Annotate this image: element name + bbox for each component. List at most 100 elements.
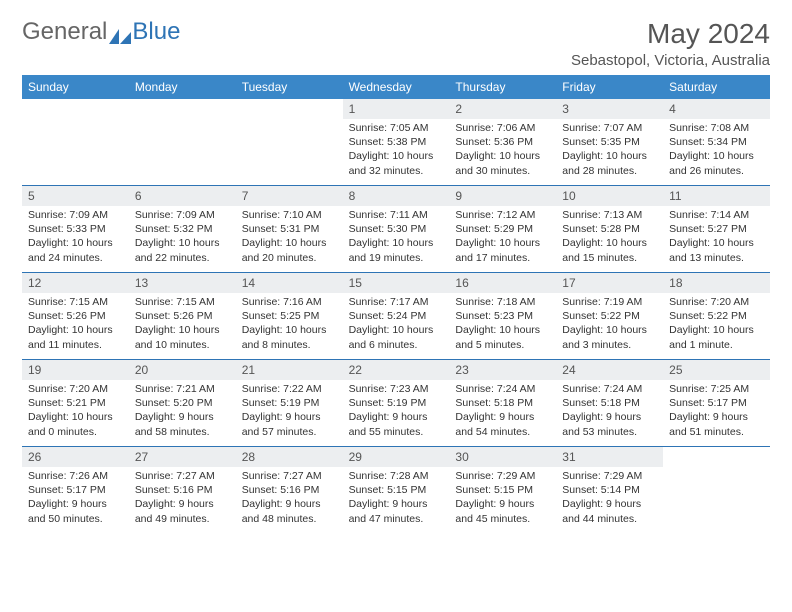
sunrise-text: Sunrise: 7:28 AM: [349, 469, 444, 483]
day-number: 16: [449, 273, 556, 293]
sunrise-text: Sunrise: 7:06 AM: [455, 121, 550, 135]
daylight-text-2: and 5 minutes.: [455, 338, 550, 352]
day-body: Sunrise: 7:17 AMSunset: 5:24 PMDaylight:…: [343, 293, 450, 352]
daylight-text-2: and 8 minutes.: [242, 338, 337, 352]
day-number: 28: [236, 447, 343, 467]
day-body: Sunrise: 7:29 AMSunset: 5:15 PMDaylight:…: [449, 467, 556, 526]
sunset-text: Sunset: 5:18 PM: [562, 396, 657, 410]
daylight-text-2: and 48 minutes.: [242, 512, 337, 526]
week-row: 19Sunrise: 7:20 AMSunset: 5:21 PMDayligh…: [22, 360, 770, 447]
sunset-text: Sunset: 5:16 PM: [135, 483, 230, 497]
day-number: 14: [236, 273, 343, 293]
sunset-text: Sunset: 5:36 PM: [455, 135, 550, 149]
daylight-text-1: Daylight: 10 hours: [455, 323, 550, 337]
daylight-text-1: Daylight: 10 hours: [135, 236, 230, 250]
header: General Blue May 2024 Sebastopol, Victor…: [22, 18, 770, 69]
day-number: 10: [556, 186, 663, 206]
sunset-text: Sunset: 5:15 PM: [455, 483, 550, 497]
day-body: Sunrise: 7:08 AMSunset: 5:34 PMDaylight:…: [663, 119, 770, 178]
day-cell: 27 Sunrise: 7:27 AMSunset: 5:16 PMDayligh…: [129, 447, 236, 533]
day-cell: 28Sunrise: 7:27 AMSunset: 5:16 PMDayligh…: [236, 447, 343, 533]
daylight-text-1: Daylight: 9 hours: [135, 497, 230, 511]
logo: General Blue: [22, 18, 180, 46]
day-number: 5: [22, 186, 129, 206]
daylight-text-1: Daylight: 10 hours: [242, 323, 337, 337]
sunrise-text: Sunrise: 7:24 AM: [562, 382, 657, 396]
day-number: 20: [129, 360, 236, 380]
day-cell: [22, 99, 129, 185]
day-number: 29: [343, 447, 450, 467]
day-body: Sunrise: 7:24 AMSunset: 5:18 PMDaylight:…: [449, 380, 556, 439]
daylight-text-2: and 54 minutes.: [455, 425, 550, 439]
day-body: Sunrise: 7:07 AMSunset: 5:35 PMDaylight:…: [556, 119, 663, 178]
day-number: 18: [663, 273, 770, 293]
day-cell: 30Sunrise: 7:29 AMSunset: 5:15 PMDayligh…: [449, 447, 556, 533]
sunset-text: Sunset: 5:38 PM: [349, 135, 444, 149]
sunrise-text: Sunrise: 7:07 AM: [562, 121, 657, 135]
daylight-text-2: and 10 minutes.: [135, 338, 230, 352]
day-body: Sunrise: 7:26 AMSunset: 5:17 PMDaylight:…: [22, 467, 129, 526]
daylight-text-1: Daylight: 10 hours: [28, 323, 123, 337]
weekday-header-row: SundayMondayTuesdayWednesdayThursdayFrid…: [22, 75, 770, 99]
sunrise-text: Sunrise: 7:11 AM: [349, 208, 444, 222]
daylight-text-1: Daylight: 9 hours: [669, 410, 764, 424]
title-block: May 2024 Sebastopol, Victoria, Australia: [571, 18, 770, 69]
day-number: 27: [129, 447, 236, 467]
day-body: Sunrise: 7:28 AMSunset: 5:15 PMDaylight:…: [343, 467, 450, 526]
day-cell: 29Sunrise: 7:28 AMSunset: 5:15 PMDayligh…: [343, 447, 450, 533]
daylight-text-1: Daylight: 10 hours: [242, 236, 337, 250]
daylight-text-2: and 22 minutes.: [135, 251, 230, 265]
weekday-header: Tuesday: [236, 75, 343, 99]
day-cell: 24Sunrise: 7:24 AMSunset: 5:18 PMDayligh…: [556, 360, 663, 446]
logo-sail-icon: [109, 24, 131, 40]
day-cell: 4Sunrise: 7:08 AMSunset: 5:34 PMDaylight…: [663, 99, 770, 185]
day-body: Sunrise: 7:13 AMSunset: 5:28 PMDaylight:…: [556, 206, 663, 265]
daylight-text-2: and 19 minutes.: [349, 251, 444, 265]
day-cell: 5Sunrise: 7:09 AMSunset: 5:33 PMDaylight…: [22, 186, 129, 272]
day-number: 4: [663, 99, 770, 119]
daylight-text-1: Daylight: 10 hours: [349, 149, 444, 163]
day-cell: 21Sunrise: 7:22 AMSunset: 5:19 PMDayligh…: [236, 360, 343, 446]
day-cell: 18Sunrise: 7:20 AMSunset: 5:22 PMDayligh…: [663, 273, 770, 359]
day-cell: 22Sunrise: 7:23 AMSunset: 5:19 PMDayligh…: [343, 360, 450, 446]
day-cell: 10Sunrise: 7:13 AMSunset: 5:28 PMDayligh…: [556, 186, 663, 272]
daylight-text-1: Daylight: 9 hours: [349, 410, 444, 424]
sunrise-text: Sunrise: 7:10 AM: [242, 208, 337, 222]
daylight-text-1: Daylight: 9 hours: [135, 410, 230, 424]
sunrise-text: Sunrise: 7:29 AM: [562, 469, 657, 483]
daylight-text-2: and 51 minutes.: [669, 425, 764, 439]
month-title: May 2024: [571, 18, 770, 50]
daylight-text-1: Daylight: 10 hours: [349, 323, 444, 337]
sunset-text: Sunset: 5:24 PM: [349, 309, 444, 323]
day-number: 1: [343, 99, 450, 119]
day-body: Sunrise: 7:15 AMSunset: 5:26 PMDaylight:…: [22, 293, 129, 352]
day-body: Sunrise: 7:12 AMSunset: 5:29 PMDaylight:…: [449, 206, 556, 265]
logo-text-blue: Blue: [132, 18, 180, 46]
sunrise-text: Sunrise: 7:27 AM: [135, 469, 230, 483]
day-number: 12: [22, 273, 129, 293]
day-cell: 8Sunrise: 7:11 AMSunset: 5:30 PMDaylight…: [343, 186, 450, 272]
sunrise-text: Sunrise: 7:25 AM: [669, 382, 764, 396]
day-body: Sunrise: 7:29 AMSunset: 5:14 PMDaylight:…: [556, 467, 663, 526]
sunset-text: Sunset: 5:19 PM: [242, 396, 337, 410]
day-number: [22, 99, 129, 105]
sunset-text: Sunset: 5:23 PM: [455, 309, 550, 323]
daylight-text-2: and 44 minutes.: [562, 512, 657, 526]
day-body: Sunrise: 7:10 AMSunset: 5:31 PMDaylight:…: [236, 206, 343, 265]
daylight-text-2: and 45 minutes.: [455, 512, 550, 526]
daylight-text-2: and 55 minutes.: [349, 425, 444, 439]
day-number: 15: [343, 273, 450, 293]
day-body: Sunrise: 7:22 AMSunset: 5:19 PMDaylight:…: [236, 380, 343, 439]
day-number: 25: [663, 360, 770, 380]
day-cell: 14Sunrise: 7:16 AMSunset: 5:25 PMDayligh…: [236, 273, 343, 359]
day-body: Sunrise: 7:27 AMSunset: 5:16 PMDaylight:…: [236, 467, 343, 526]
week-row: 5Sunrise: 7:09 AMSunset: 5:33 PMDaylight…: [22, 186, 770, 273]
sunrise-text: Sunrise: 7:17 AM: [349, 295, 444, 309]
daylight-text-2: and 28 minutes.: [562, 164, 657, 178]
daylight-text-2: and 58 minutes.: [135, 425, 230, 439]
sunset-text: Sunset: 5:22 PM: [669, 309, 764, 323]
daylight-text-1: Daylight: 10 hours: [455, 149, 550, 163]
daylight-text-1: Daylight: 10 hours: [455, 236, 550, 250]
daylight-text-1: Daylight: 9 hours: [455, 410, 550, 424]
day-number: 17: [556, 273, 663, 293]
